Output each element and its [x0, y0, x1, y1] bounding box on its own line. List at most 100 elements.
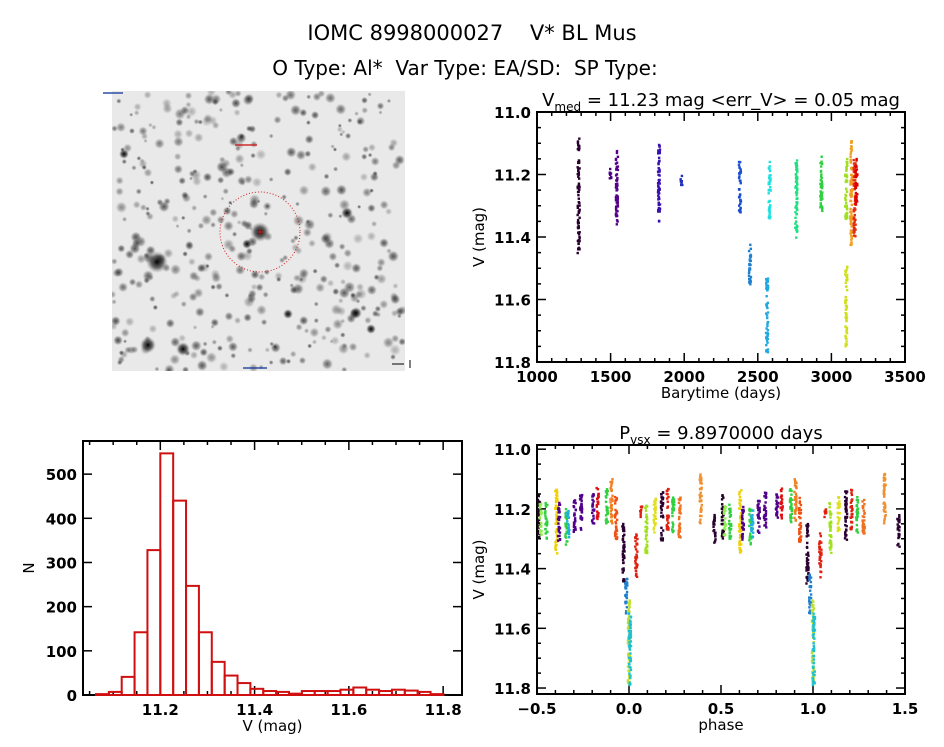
data-point: [811, 650, 814, 653]
data-point: [767, 200, 770, 204]
bright-star: [146, 251, 168, 273]
data-point: [616, 182, 619, 185]
data-point: [737, 163, 741, 167]
data-point: [741, 517, 744, 520]
data-point: [766, 320, 770, 324]
star: [324, 92, 336, 104]
data-point: [626, 642, 630, 645]
data-point: [628, 610, 631, 613]
data-point: [844, 273, 847, 276]
data-point: [805, 582, 808, 585]
data-point: [644, 537, 647, 541]
data-point: [622, 580, 625, 583]
data-point: [828, 506, 831, 509]
data-point: [808, 609, 812, 612]
star: [218, 361, 230, 371]
data-point: [605, 518, 608, 522]
star: [251, 176, 263, 188]
data-point: [564, 516, 567, 519]
star: [224, 311, 234, 321]
data-point: [829, 516, 832, 519]
data-point: [729, 510, 732, 513]
data-point: [758, 525, 761, 528]
data-point: [558, 503, 561, 507]
data-point: [722, 496, 725, 499]
data-point: [829, 511, 832, 514]
data-point: [749, 543, 752, 546]
data-point: [628, 640, 631, 644]
data-point: [635, 556, 639, 559]
data-point: [812, 615, 815, 619]
data-point: [615, 518, 619, 522]
data-point: [796, 187, 799, 190]
data-point: [790, 504, 793, 508]
star: [174, 108, 186, 120]
data-point: [654, 498, 657, 502]
data-point: [611, 494, 614, 497]
data-point: [605, 517, 608, 521]
star: [338, 243, 346, 251]
data-point: [738, 543, 741, 547]
data-point: [721, 519, 725, 522]
data-point: [625, 590, 629, 594]
data-point: [537, 518, 541, 522]
histogram-bar: [146, 549, 162, 696]
star: [269, 341, 275, 347]
star: [398, 337, 405, 346]
data-point: [809, 593, 813, 596]
data-point: [659, 515, 663, 518]
data-point: [845, 307, 848, 310]
data-point: [576, 169, 580, 172]
data-point: [624, 585, 627, 588]
data-point: [758, 510, 761, 514]
data-point: [863, 498, 866, 502]
data-point: [658, 209, 661, 212]
data-point: [605, 521, 608, 525]
data-point: [765, 305, 769, 309]
data-point: [808, 578, 811, 582]
data-point: [844, 304, 848, 308]
data-point: [679, 496, 682, 499]
star: [112, 258, 118, 265]
data-point: [573, 499, 577, 502]
data-point: [750, 514, 753, 517]
star: [149, 180, 155, 185]
star: [310, 110, 320, 120]
data-point: [810, 659, 814, 663]
data-point: [728, 503, 731, 506]
data-point: [577, 168, 580, 171]
data-point: [811, 599, 814, 602]
data-point: [795, 485, 798, 489]
data-point: [536, 498, 540, 502]
data-point: [737, 176, 741, 180]
data-point: [578, 498, 582, 501]
data-point: [861, 520, 865, 523]
data-point: [666, 500, 669, 503]
data-point: [738, 166, 741, 169]
data-point: [616, 178, 619, 181]
data-point: [862, 515, 866, 519]
star: [121, 158, 128, 165]
data-point: [558, 515, 562, 519]
data-point: [794, 512, 797, 515]
star: [356, 118, 363, 125]
star: [132, 200, 141, 209]
data-point: [845, 160, 848, 164]
data-point: [837, 512, 840, 515]
star: [222, 187, 230, 195]
data-point: [722, 529, 726, 533]
data-point: [850, 145, 853, 149]
histogram-bar: [339, 688, 355, 697]
data-point: [776, 516, 780, 519]
data-point: [844, 308, 848, 312]
data-point: [671, 502, 674, 506]
data-point: [557, 522, 560, 525]
star: [229, 209, 239, 219]
data-point: [767, 181, 771, 184]
data-point: [671, 511, 674, 515]
data-point: [820, 180, 823, 183]
data-point: [850, 506, 854, 509]
x-tick-label: 11.2: [142, 701, 179, 719]
data-point: [634, 548, 638, 551]
x-tick-label: 11.8: [425, 701, 462, 719]
